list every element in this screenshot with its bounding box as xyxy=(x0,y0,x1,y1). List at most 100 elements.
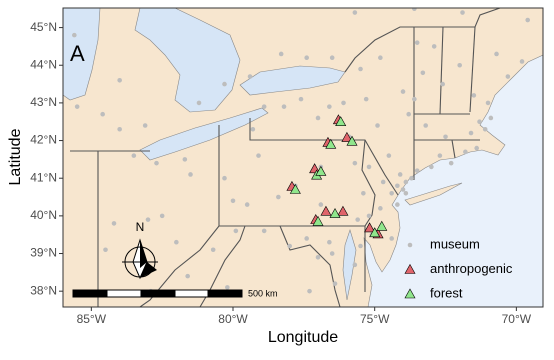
y-tick-label: 39°N xyxy=(30,246,57,260)
point xyxy=(341,100,346,106)
point xyxy=(525,17,530,23)
point xyxy=(159,213,165,219)
x-tick-label: 70°W xyxy=(502,312,532,326)
y-tick-label: 42°N xyxy=(30,133,57,147)
point xyxy=(420,70,426,76)
point xyxy=(117,78,122,83)
point xyxy=(352,262,358,268)
point xyxy=(329,55,335,61)
point xyxy=(307,288,312,294)
scale-bar xyxy=(72,289,243,298)
panel-label: A xyxy=(70,41,85,66)
point xyxy=(142,123,148,128)
point xyxy=(244,202,250,207)
point xyxy=(358,243,363,249)
point xyxy=(429,164,434,170)
point xyxy=(225,285,230,290)
point xyxy=(222,175,227,181)
long-island xyxy=(404,182,463,206)
x-tick-label: 80°W xyxy=(218,312,248,326)
point xyxy=(196,100,202,106)
point xyxy=(403,179,409,185)
point xyxy=(352,160,358,166)
panel-border xyxy=(62,7,544,308)
lakes xyxy=(63,8,357,301)
point xyxy=(378,206,383,211)
point xyxy=(403,190,409,196)
point xyxy=(468,130,474,136)
point xyxy=(327,104,332,109)
point xyxy=(289,183,301,194)
point xyxy=(174,239,179,245)
point xyxy=(380,179,386,185)
point xyxy=(332,281,338,286)
point xyxy=(117,126,122,132)
point xyxy=(100,111,105,117)
point xyxy=(409,175,414,181)
point xyxy=(412,8,417,12)
point xyxy=(341,131,353,142)
point xyxy=(304,236,309,241)
point xyxy=(482,126,488,132)
north-label: N xyxy=(136,220,145,234)
point xyxy=(320,205,332,216)
point xyxy=(414,168,420,173)
point xyxy=(337,205,349,216)
point xyxy=(210,247,216,253)
point xyxy=(400,187,406,192)
point xyxy=(378,55,383,61)
legend-key xyxy=(404,263,416,274)
y-tick-label: 38°N xyxy=(30,283,57,297)
point xyxy=(431,44,437,49)
point xyxy=(361,190,366,196)
point xyxy=(386,153,392,158)
legend-key xyxy=(404,288,416,299)
points xyxy=(72,8,530,294)
point xyxy=(494,51,499,57)
legend: museum anthropogenic forest xyxy=(404,236,513,300)
point xyxy=(281,104,287,109)
point xyxy=(154,160,159,166)
point xyxy=(395,202,400,207)
point xyxy=(423,123,428,128)
point xyxy=(364,222,376,233)
point xyxy=(471,93,477,98)
point xyxy=(250,126,256,132)
point xyxy=(315,254,321,260)
point xyxy=(276,194,281,200)
point xyxy=(406,111,411,117)
legend-key xyxy=(407,242,413,248)
point xyxy=(366,164,372,170)
point xyxy=(474,145,479,151)
point xyxy=(256,153,261,158)
point xyxy=(519,59,525,64)
point xyxy=(443,134,448,140)
point xyxy=(145,217,151,222)
point xyxy=(222,81,227,87)
legend-label: forest xyxy=(430,285,463,300)
point xyxy=(230,198,236,204)
point xyxy=(318,202,324,207)
point xyxy=(352,10,358,15)
point xyxy=(185,273,190,279)
point xyxy=(376,220,388,231)
y-axis-title: Latitude xyxy=(7,128,24,185)
point xyxy=(389,190,394,196)
point xyxy=(412,96,417,102)
point xyxy=(74,104,80,109)
legend-label: anthropogenic xyxy=(430,261,513,276)
y-tick-label: 40°N xyxy=(30,208,57,222)
point xyxy=(358,66,363,72)
point xyxy=(488,115,494,121)
x-axis-title: Longitude xyxy=(268,329,338,346)
legend-label: museum xyxy=(430,236,480,251)
point xyxy=(485,100,491,106)
point xyxy=(335,116,347,127)
point xyxy=(72,32,77,38)
point xyxy=(414,40,420,45)
y-tick-label: 41°N xyxy=(30,170,57,184)
point xyxy=(355,217,360,222)
point xyxy=(182,157,188,162)
point xyxy=(111,221,117,226)
